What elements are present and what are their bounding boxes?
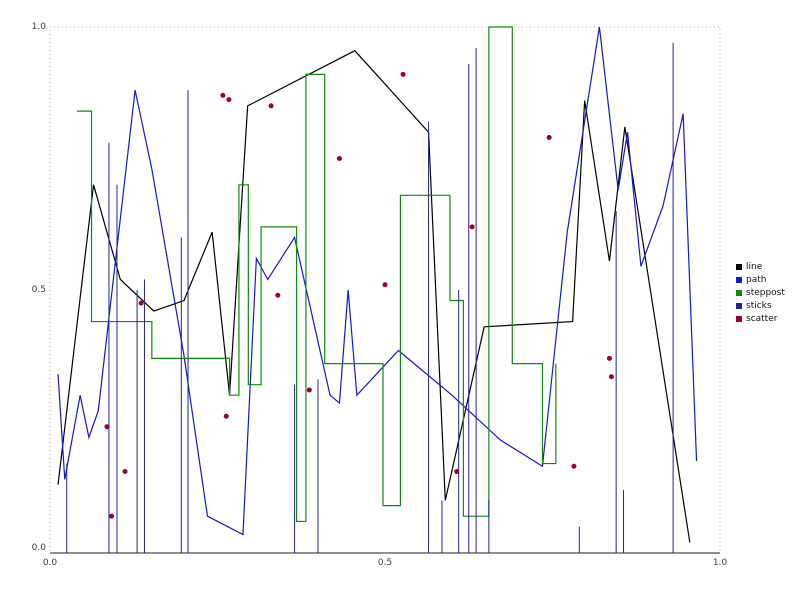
x-tick-label-0.0: 0.0 bbox=[42, 558, 58, 568]
legend-swatch-path bbox=[736, 277, 742, 283]
legend-item-line: line bbox=[736, 262, 785, 272]
legend-label-line: line bbox=[746, 262, 763, 272]
legend: line path steppost sticks scatter bbox=[736, 262, 785, 324]
legend-item-steppost: steppost bbox=[736, 288, 785, 298]
legend-swatch-steppost bbox=[736, 290, 742, 296]
legend-label-steppost: steppost bbox=[746, 288, 785, 298]
legend-swatch-sticks bbox=[736, 303, 742, 309]
y-tick-label-1.0: 1.0 bbox=[31, 22, 46, 32]
x-tick-label-1.0: 1.0 bbox=[712, 558, 728, 568]
legend-label-path: path bbox=[746, 275, 767, 285]
legend-swatch-line bbox=[736, 264, 742, 270]
legend-item-sticks: sticks bbox=[736, 301, 785, 311]
legend-swatch-scatter bbox=[736, 316, 742, 322]
y-tick-label-0.5: 0.5 bbox=[31, 285, 46, 295]
legend-label-sticks: sticks bbox=[746, 301, 772, 311]
legend-item-scatter: scatter bbox=[736, 314, 785, 324]
y-tick-label-0.0: 0.0 bbox=[31, 543, 46, 553]
legend-label-scatter: scatter bbox=[746, 314, 778, 324]
legend-item-path: path bbox=[736, 275, 785, 285]
x-tick-label-0.5: 0.5 bbox=[377, 558, 393, 568]
